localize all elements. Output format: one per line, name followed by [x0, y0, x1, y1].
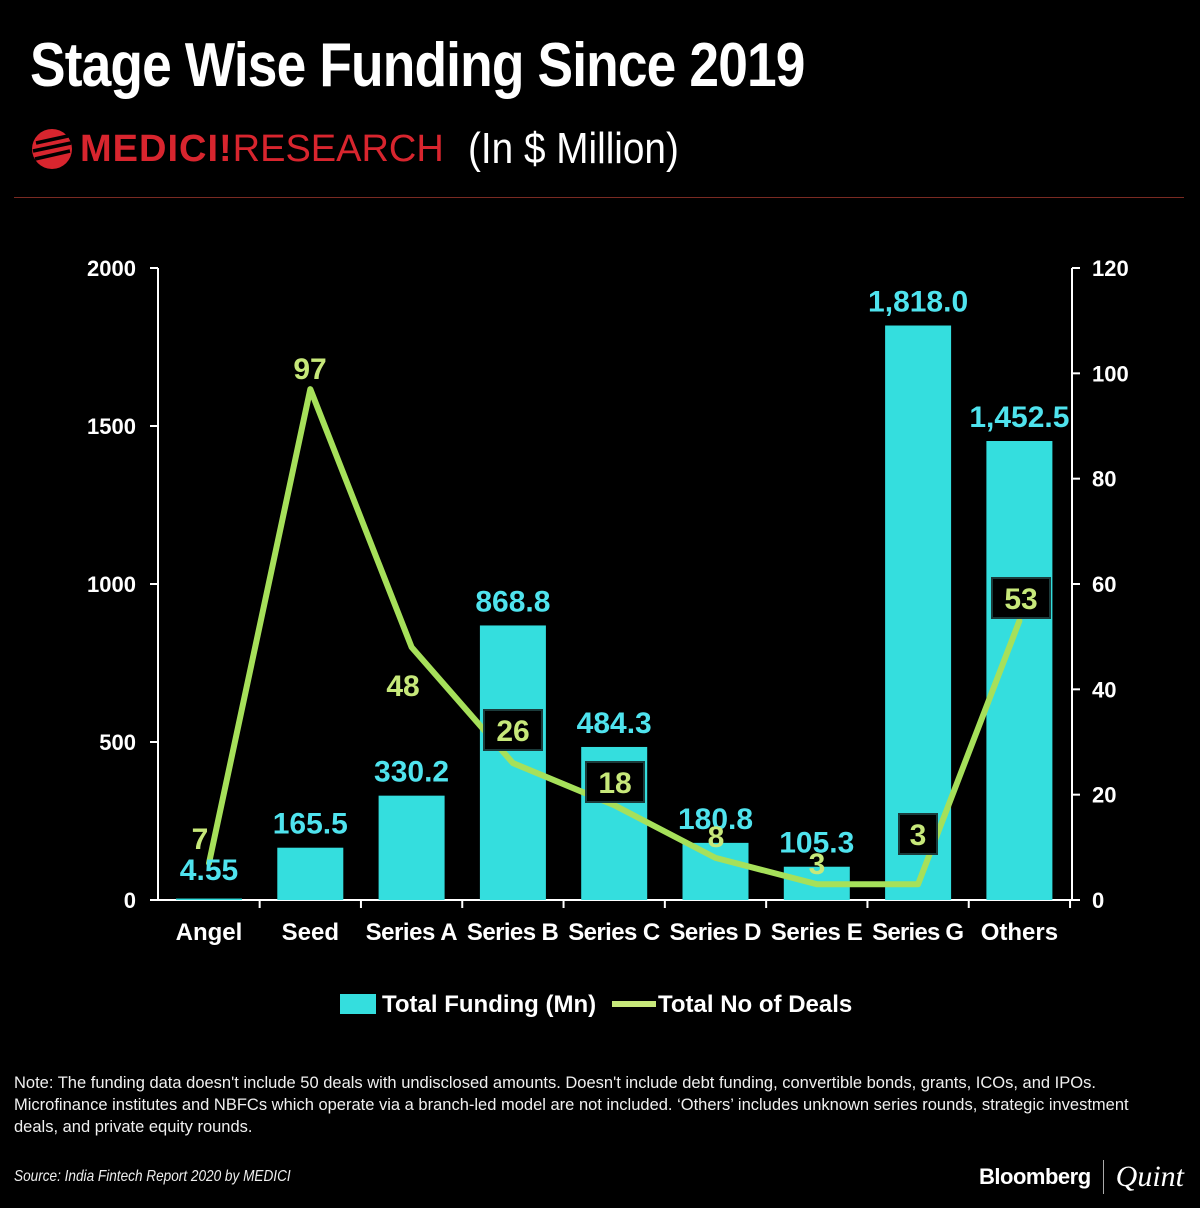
right-y-tick-label: 40 [1092, 677, 1116, 702]
publisher-bloomberg: Bloomberg [979, 1164, 1091, 1189]
x-tick-label: Series G [872, 919, 964, 946]
page-subtitle: (In $ Million) [467, 124, 679, 173]
brand-row: MEDICI! RESEARCH (In $ Million) [30, 122, 707, 176]
deal-label-box [483, 709, 543, 751]
deals-line [206, 386, 1023, 888]
right-y-tick-label: 60 [1092, 572, 1116, 597]
x-tick-label: Seed [282, 919, 339, 946]
legend-bar-label: Total Funding (Mn) [382, 991, 596, 1018]
line-data-label: 8 [708, 821, 725, 854]
legend-bar-swatch [340, 994, 376, 1014]
right-y-tick-label: 0 [1092, 888, 1104, 913]
left-y-tick-label: 2000 [87, 256, 136, 281]
publisher-divider [1102, 1160, 1104, 1194]
bar-others [986, 441, 1053, 900]
left-y-tick-label: 0 [124, 888, 136, 913]
line-data-label: 26 [496, 715, 529, 748]
bar-data-label: 868.8 [475, 585, 550, 618]
line-data-label: 7 [192, 823, 209, 856]
left-y-tick-label: 1000 [87, 572, 136, 597]
x-tick-label: Series B [467, 919, 559, 946]
left-y-tick-label: 1500 [87, 414, 136, 439]
bar-angel [176, 898, 242, 900]
footnote: Note: The funding data doesn't include 5… [14, 1074, 1129, 1136]
x-tick-label: Series D [670, 919, 762, 946]
bar-series-g [885, 325, 952, 901]
legend-line-label: Total No of Deals [658, 991, 852, 1018]
line-data-label: 97 [293, 353, 326, 386]
x-tick-label: Series C [568, 919, 660, 946]
publisher-quint: Quint [1115, 1160, 1184, 1193]
x-tick-label: Others [981, 919, 1058, 946]
bar-data-label: 105.3 [779, 827, 854, 860]
medici-research-logo: MEDICI! RESEARCH [30, 127, 444, 171]
bar-data-label: 4.55 [180, 854, 238, 887]
left-y-tick-label: 500 [99, 730, 136, 755]
right-y-tick-label: 20 [1092, 783, 1116, 808]
medici-logo-icon [32, 129, 72, 169]
brand-medici-text: MEDICI [80, 127, 219, 170]
x-tick-label: Series A [366, 919, 458, 946]
right-y-tick-label: 100 [1092, 361, 1129, 386]
bar-data-label: 484.3 [577, 707, 652, 740]
page-title: Stage Wise Funding Since 2019 [30, 31, 805, 100]
bar-data-label: 330.2 [374, 756, 449, 789]
x-tick-label: Angel [176, 919, 243, 946]
bar-data-label: 180.8 [678, 803, 753, 836]
line-data-label: 3 [809, 848, 826, 881]
deal-label-box [585, 761, 645, 803]
line-data-label: 3 [910, 819, 927, 852]
bar-data-label: 1,452.5 [969, 401, 1069, 434]
bar-seed [277, 847, 344, 900]
publisher-logo: Bloomberg Quint [979, 1160, 1184, 1194]
bar-data-label: 1,818.0 [868, 286, 968, 319]
funding-chart: 0 500 1000 1500 2000 0 20 40 60 80 100 120 Angel Seed… [87, 256, 1129, 1018]
line-data-label: 53 [1004, 583, 1037, 616]
brand-research-text: RESEARCH [232, 127, 444, 170]
header-divider [14, 197, 1184, 198]
right-y-tick-label: 120 [1092, 256, 1129, 281]
x-tick-label: Series E [771, 919, 863, 946]
line-data-label: 48 [386, 670, 419, 703]
bar-series-a [378, 795, 445, 900]
brand-mark-text: ! [219, 127, 233, 170]
bar-series-d [682, 842, 749, 900]
source-text: Source: India Fintech Report 2020 by MED… [14, 1168, 291, 1185]
deal-label-box [898, 813, 938, 855]
line-data-label: 18 [598, 767, 631, 800]
deal-label-box [991, 577, 1051, 619]
bar-data-label: 165.5 [273, 808, 348, 841]
right-y-tick-label: 80 [1092, 467, 1116, 492]
